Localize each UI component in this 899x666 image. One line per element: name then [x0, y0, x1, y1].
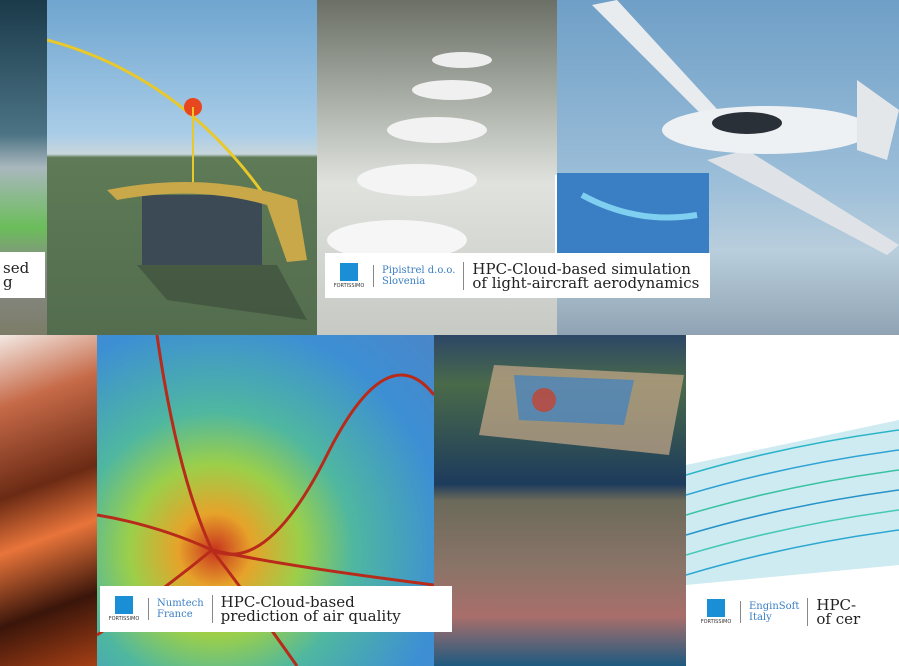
logo-text: FORTISSIMO — [333, 282, 365, 289]
caption-line: of cer — [816, 609, 861, 628]
company-name: Numtech — [157, 598, 204, 609]
logo: FORTISSIMO — [698, 598, 734, 625]
steel-mill-photo — [0, 335, 97, 666]
caption-title: HPC-Cloud-based simulation of light-aircr… — [463, 259, 707, 292]
company: Pipistrel d.o.o. Slovenia — [373, 264, 463, 287]
caption-line: g — [3, 273, 13, 291]
caption-line: HPC-Cloud-based simulation — [472, 259, 691, 278]
logo: FORTISSIMO — [331, 262, 367, 289]
country: Italy — [749, 611, 772, 623]
aircraft-shapes — [327, 52, 557, 260]
country: Slovenia — [382, 275, 426, 287]
company-name: EnginSoft — [749, 600, 800, 612]
caption-title: HPC-of cer — [807, 595, 868, 628]
aircraft-shapes — [557, 0, 899, 255]
caption-line: sed — [3, 259, 30, 277]
caption-title: HPC-Cloud-based prediction of air quality — [211, 593, 409, 625]
caption-line: HPC- — [816, 595, 857, 614]
caption-line: of light-aircraft aerodynamics — [472, 273, 700, 292]
company-name: Pipistrel d.o.o. — [382, 264, 456, 276]
streamlines — [686, 420, 899, 585]
caption-line: HPC-Cloud-based — [220, 593, 355, 611]
logo-text: FORTISSIMO — [700, 618, 732, 625]
logo-text: FORTISSIMO — [108, 616, 140, 622]
render-shapes — [47, 38, 307, 320]
company: Numtech France — [148, 598, 212, 620]
caption-line: prediction of air quality — [220, 607, 401, 625]
country: France — [157, 609, 193, 620]
caption: sed g — [0, 252, 45, 298]
company: EnginSoft Italy — [740, 600, 807, 623]
caption: FORTISSIMO Numtech France HPC-Cloud-based… — [100, 586, 452, 632]
sun-building-render — [47, 0, 317, 335]
overlay-shapes — [479, 365, 684, 455]
logo: FORTISSIMO — [106, 596, 142, 622]
caption: FORTISSIMO EnginSoft Italy HPC-of cer — [692, 588, 899, 635]
caption: FORTISSIMO Pipistrel d.o.o. Slovenia HPC-… — [325, 253, 710, 298]
satellite-map — [434, 335, 686, 666]
caption-title: sed g — [0, 259, 30, 291]
